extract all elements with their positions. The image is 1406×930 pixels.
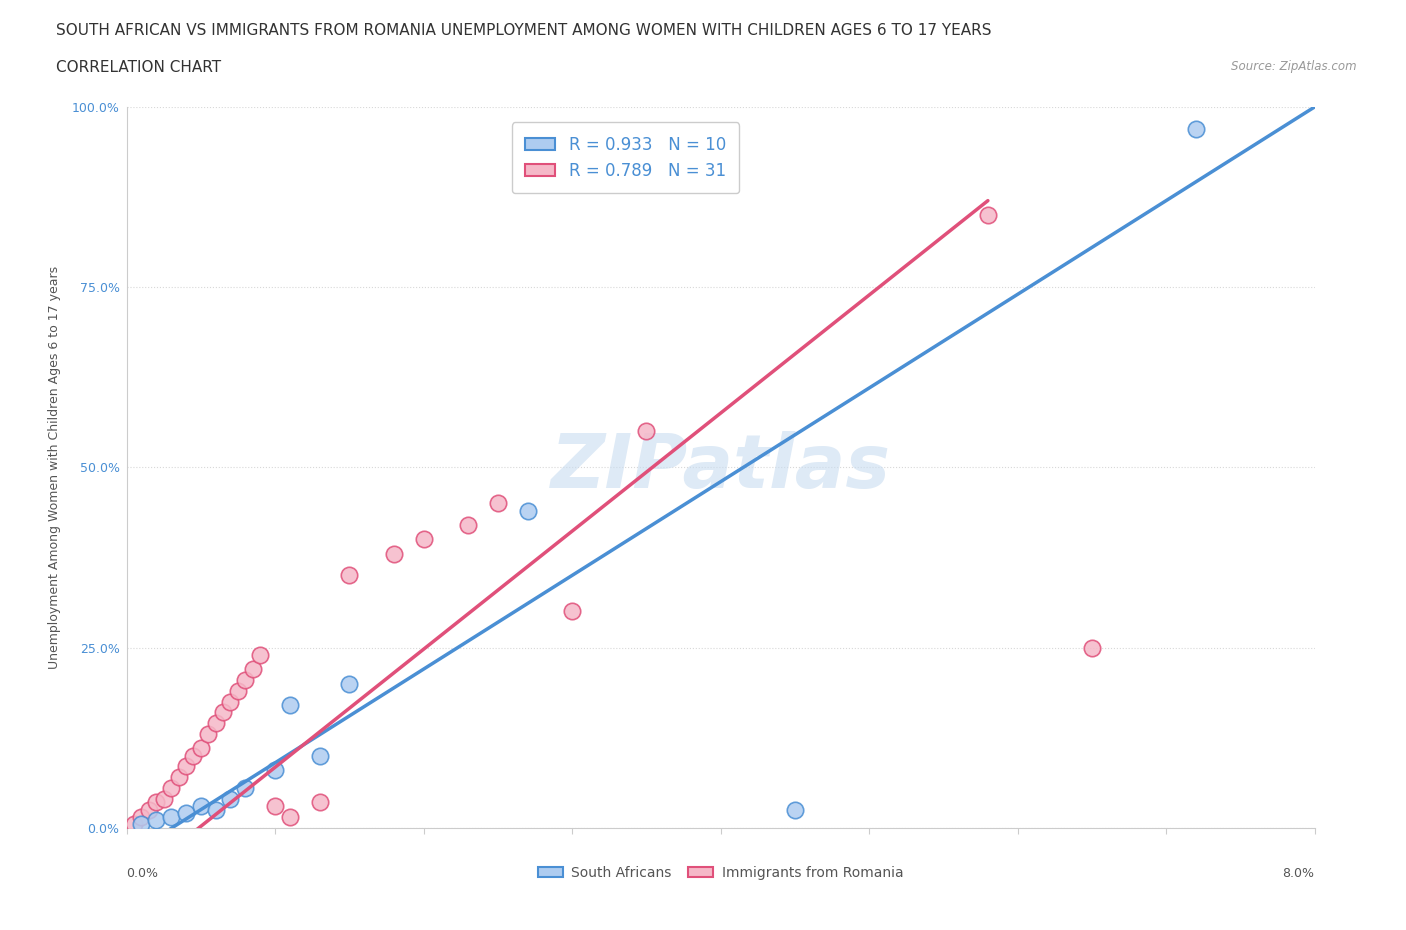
Text: Source: ZipAtlas.com: Source: ZipAtlas.com [1232,60,1357,73]
Point [131,809,153,824]
Point [190,741,212,756]
Point [308,748,330,763]
Point [1081,640,1104,655]
Point [160,780,183,795]
Point [412,532,434,547]
Text: CORRELATION CHART: CORRELATION CHART [56,60,221,75]
Point [486,496,509,511]
Point [212,705,235,720]
Point [382,547,405,562]
Point [138,803,160,817]
Point [219,694,242,709]
Point [233,672,256,687]
Point [278,809,301,824]
Point [264,799,287,814]
Point [457,517,479,532]
Point [167,770,190,785]
Point [219,791,242,806]
Point [122,817,145,831]
Point [783,803,806,817]
Point [233,780,256,795]
Point [131,817,153,831]
Point [516,503,538,518]
Point [174,759,197,774]
Text: ZIPatlas: ZIPatlas [551,431,890,504]
Point [174,805,197,821]
Point [636,424,658,439]
Point [264,763,287,777]
Point [190,799,212,814]
Text: 0.0%: 0.0% [127,868,159,881]
Point [1184,121,1206,136]
Point [337,568,360,583]
Legend: R = 0.933   N = 10, R = 0.789   N = 31: R = 0.933 N = 10, R = 0.789 N = 31 [512,123,740,193]
Point [145,813,167,828]
Point [183,748,205,763]
Point [977,207,1000,222]
Point [561,604,583,619]
Point [249,647,271,662]
Point [204,803,226,817]
Point [337,676,360,691]
Point [152,791,174,806]
Point [278,698,301,712]
Y-axis label: Unemployment Among Women with Children Ages 6 to 17 years: Unemployment Among Women with Children A… [48,266,60,669]
Point [160,809,183,824]
Text: SOUTH AFRICAN VS IMMIGRANTS FROM ROMANIA UNEMPLOYMENT AMONG WOMEN WITH CHILDREN : SOUTH AFRICAN VS IMMIGRANTS FROM ROMANIA… [56,23,991,38]
Point [242,662,264,677]
Point [308,795,330,810]
Point [197,726,219,741]
Point [145,795,167,810]
Text: 8.0%: 8.0% [1282,868,1315,881]
Point [204,716,226,731]
Point [226,684,249,698]
